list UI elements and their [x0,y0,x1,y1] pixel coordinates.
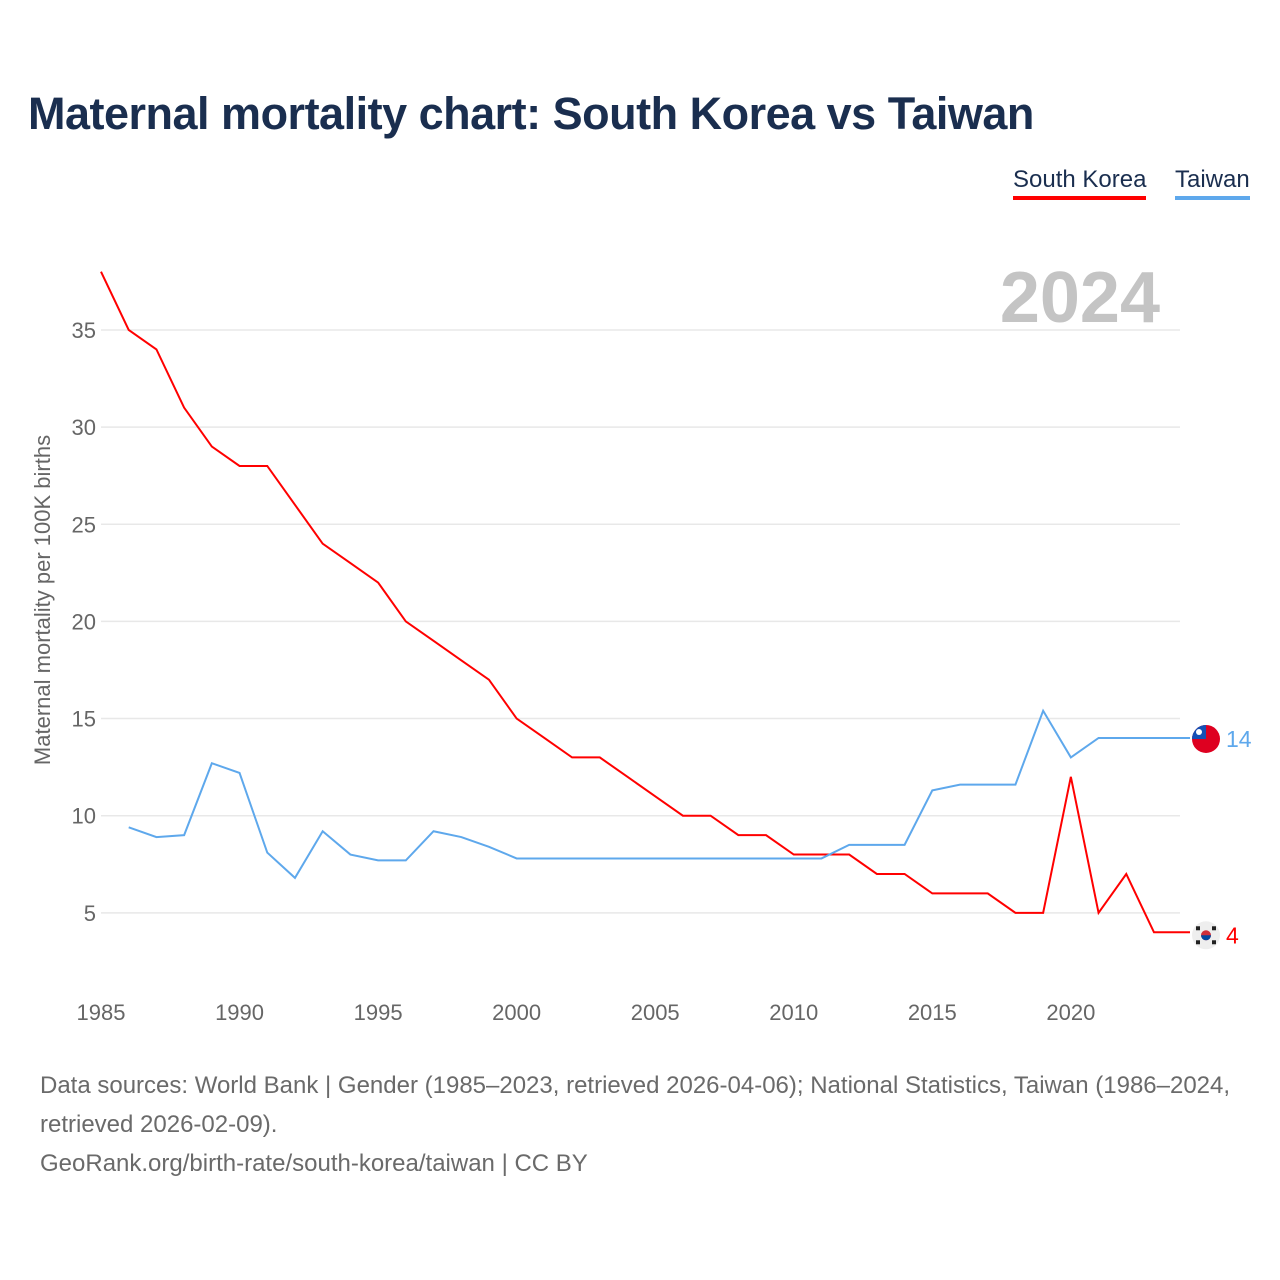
chart-title: Maternal mortality chart: South Korea vs… [28,88,1034,139]
x-tick-label: 1990 [215,1000,264,1025]
x-tick-label: 1985 [77,1000,126,1025]
y-tick-label: 35 [72,318,96,343]
legend-taiwan[interactable]: Taiwan [1175,166,1250,200]
x-tick-label: 2015 [908,1000,957,1025]
end-value-label: 4 [1226,922,1239,948]
taiwan-flag-icon [1192,724,1220,753]
y-axis-label: Maternal mortality per 100K births [30,435,55,765]
series-line-taiwan [128,708,1190,880]
source-link[interactable]: GeoRank.org/birth-rate/south-korea/taiwa… [40,1150,588,1177]
legend-south-korea[interactable]: South Korea [1013,166,1147,200]
series-line-south-korea [100,271,1190,934]
x-tick-label: 1995 [354,1000,403,1025]
end-value-label: 14 [1226,726,1252,752]
x-tick-label: 2005 [631,1000,680,1025]
x-tick-label: 2010 [769,1000,818,1025]
y-tick-label: 10 [72,804,96,829]
x-tick-label: 2000 [492,1000,541,1025]
x-tick-label: 2020 [1046,1000,1095,1025]
y-tick-label: 30 [72,415,96,440]
y-tick-label: 15 [72,707,96,732]
footer: Data sources: World Bank | Gender (1985–… [40,1066,1240,1183]
y-tick-label: 20 [72,609,96,634]
year-label: 2024 [1000,258,1160,338]
south-korea-flag-icon [1192,921,1220,950]
y-tick-label: 25 [72,512,96,537]
y-tick-label: 5 [84,901,96,926]
data-sources: Data sources: World Bank | Gender (1985–… [40,1072,1231,1138]
